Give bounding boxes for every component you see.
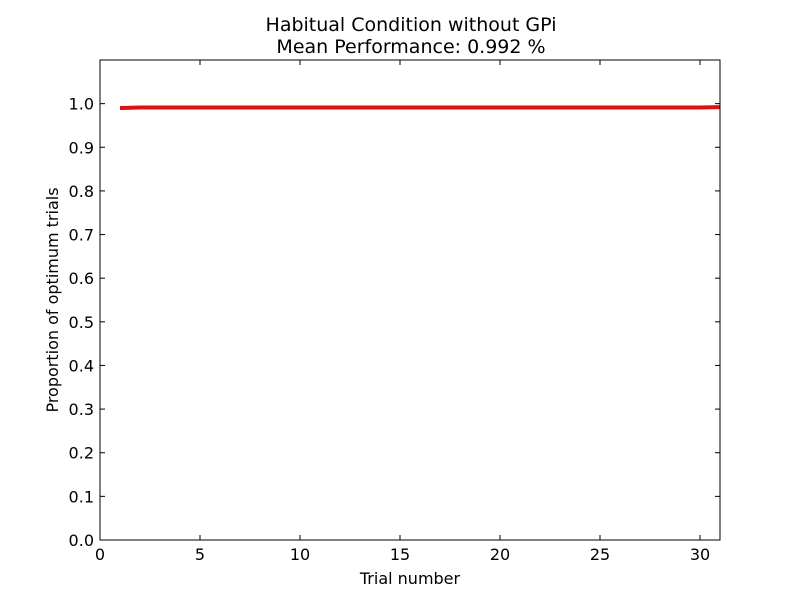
- y-tick-label: 0.2: [69, 444, 94, 463]
- series-layer: [119, 105, 721, 110]
- x-tick-label: 10: [290, 545, 310, 564]
- x-tick-labels: 0 5 10 15 20 25 30: [95, 545, 710, 564]
- y-tick-label: 0.9: [69, 138, 94, 157]
- y-tick-label: 0.4: [69, 356, 94, 375]
- series-line: [119, 105, 721, 110]
- x-axis-label: Trial number: [359, 569, 461, 588]
- y-axis-label: Proportion of optimum trials: [43, 187, 62, 412]
- x-tick-label: 20: [490, 545, 510, 564]
- x-tick-label: 5: [195, 545, 205, 564]
- y-tick-label: 0.8: [69, 182, 94, 201]
- x-tick-label: 30: [690, 545, 710, 564]
- x-tick-label: 15: [390, 545, 410, 564]
- y-tick-label: 0.3: [69, 400, 94, 419]
- y-tick-label: 0.6: [69, 269, 94, 288]
- chart-subtitle: Mean Performance: 0.992 %: [276, 36, 545, 58]
- x-tick-label: 25: [590, 545, 610, 564]
- chart-title: Habitual Condition without GPi: [266, 14, 557, 36]
- y-tick-labels: 0.0 0.1 0.2 0.3 0.4 0.5 0.6 0.7 0.8 0.9 1.0: [69, 95, 94, 550]
- y-tick-label: 0.0: [69, 531, 94, 550]
- x-tick-label: 0: [95, 545, 105, 564]
- y-tick-label: 0.7: [69, 226, 94, 245]
- y-tick-label: 0.5: [69, 313, 94, 332]
- y-tick-label: 1.0: [69, 95, 94, 114]
- tick-marks: [99, 60, 720, 541]
- y-tick-label: 0.1: [69, 487, 94, 506]
- plot-frame: [99, 59, 721, 541]
